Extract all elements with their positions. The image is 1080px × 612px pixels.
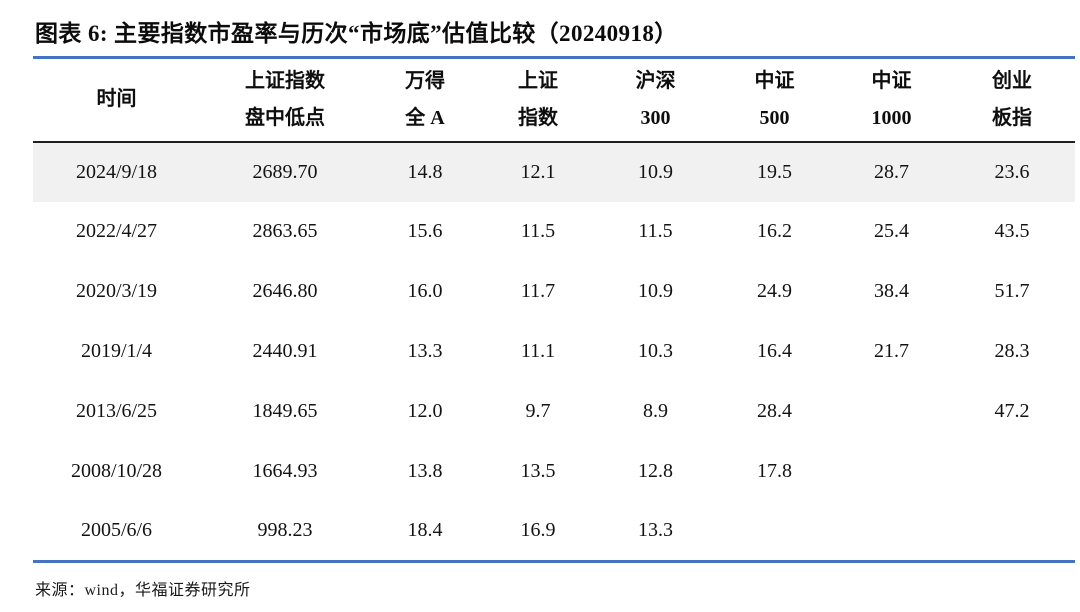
pe-value-cell: 38.4 [874, 280, 909, 302]
pe-value-cell: 28.7 [874, 160, 909, 183]
pe-value-cell: 2440.91 [252, 340, 318, 362]
column-header-line1: 创业 [992, 69, 1032, 92]
pe-value-cell: 11.1 [520, 340, 556, 362]
date-cell: 2005/6/6 [80, 519, 153, 542]
pe-value-cell: 25.4 [874, 220, 909, 242]
pe-value-cell: 24.9 [757, 280, 792, 302]
pe-value-cell: 28.3 [994, 340, 1030, 362]
column-header-0: 时间 [33, 57, 200, 143]
pe-value-cell: 1664.93 [252, 460, 318, 482]
date-cell: 2019/1/4 [80, 340, 153, 362]
column-header-line1: 上证 [518, 69, 558, 92]
pe-value-cell: 2689.70 [252, 160, 318, 183]
column-header-7: 创业 板指 [949, 57, 1075, 143]
column-header-6: 中证 1000 [834, 57, 949, 143]
table-header: 时间 上证指数 盘中低点 万得全 A 上证 指数 沪深 300 中证 500 中证 1000 创业 板指 [33, 57, 1075, 143]
pe-value-cell: 11.5 [638, 220, 673, 242]
column-header-line2: 500 [759, 106, 790, 129]
column-header-5: 中证 500 [715, 57, 834, 143]
column-header-line2: 盘中低点 [245, 106, 325, 129]
column-header-line1: 中证 [871, 69, 912, 92]
column-header-line2: 板指 [992, 106, 1032, 129]
pe-value-cell [834, 382, 949, 442]
column-header-line1: 时间 [96, 88, 137, 111]
table-row: 2005/6/6 998.23 18.4 16.9 13.3 [33, 502, 1075, 562]
table-row: 2019/1/4 2440.91 13.3 11.1 10.3 16.4 21.7 28.3 [33, 322, 1075, 382]
pe-value-cell [834, 442, 949, 502]
source-note: 来源：wind，华福证券研究所 [35, 582, 251, 599]
pe-value-cell: 9.7 [525, 400, 551, 422]
pe-value-cell: 16.0 [407, 280, 443, 302]
pe-value-cell: 13.3 [407, 340, 443, 362]
date-cell: 2013/6/25 [75, 400, 158, 422]
pe-value-cell: 13.8 [407, 460, 443, 482]
pe-value-cell: 13.5 [520, 460, 556, 482]
column-header-2: 万得全 A [370, 57, 480, 143]
pe-value-cell: 12.0 [407, 400, 443, 422]
pe-value-cell: 47.2 [994, 400, 1030, 422]
column-header-line1: 中证 [754, 69, 795, 92]
pe-value-cell: 15.6 [407, 220, 443, 242]
column-header-line2: 全 A [405, 106, 445, 129]
pe-value-cell: 11.5 [520, 220, 556, 242]
figure-title: 图表 6: 主要指数市盈率与历次“市场底”估值比较（20240918） [35, 21, 678, 46]
pe-value-cell: 23.6 [994, 160, 1030, 183]
pe-value-cell: 16.2 [757, 220, 792, 242]
pe-value-cell [715, 502, 834, 562]
pe-value-cell: 10.3 [638, 340, 673, 362]
pe-value-cell: 11.7 [520, 280, 556, 302]
column-header-line1: 上证指数 [245, 69, 325, 92]
table-row: 2013/6/25 1849.65 12.0 9.7 8.9 28.4 47.2 [33, 382, 1075, 442]
table-row: 2020/3/19 2646.80 16.0 11.7 10.9 24.9 38.4 51.7 [33, 262, 1075, 322]
column-header-line2: 1000 [871, 106, 912, 129]
table-row: 2024/9/18 2689.70 14.8 12.1 10.9 19.5 28.7 23.6 [33, 141, 1075, 202]
pe-value-cell: 12.8 [638, 460, 673, 482]
pe-value-cell [834, 502, 949, 562]
pe-value-cell [949, 502, 1075, 562]
column-header-line2: 指数 [518, 106, 558, 129]
column-header-1: 上证指数 盘中低点 [200, 57, 370, 143]
column-header-4: 沪深 300 [596, 57, 715, 143]
pe-comparison-table: 时间 上证指数 盘中低点 万得全 A 上证 指数 沪深 300 中证 500 中证 1000 创业 板指 … [33, 56, 1075, 563]
pe-value-cell: 998.23 [257, 519, 313, 542]
pe-value-cell: 21.7 [874, 340, 909, 362]
table-header-row: 时间 上证指数 盘中低点 万得全 A 上证 指数 沪深 300 中证 500 中证 1000 创业 板指 [33, 57, 1075, 143]
pe-value-cell: 43.5 [994, 220, 1030, 242]
pe-value-cell: 19.5 [757, 160, 792, 183]
pe-value-cell: 10.9 [638, 160, 673, 183]
pe-value-cell: 10.9 [638, 280, 673, 302]
table-row: 2022/4/27 2863.65 15.6 11.5 11.5 16.2 25.4 43.5 [33, 202, 1075, 262]
column-header-line1: 万得 [405, 69, 445, 92]
pe-value-cell: 18.4 [407, 519, 443, 542]
date-cell: 2020/3/19 [75, 280, 158, 302]
column-header-line2: 300 [640, 106, 671, 129]
pe-value-cell: 2863.65 [252, 220, 318, 242]
date-cell: 2008/10/28 [70, 460, 163, 482]
pe-value-cell: 16.9 [520, 519, 556, 542]
pe-value-cell: 14.8 [407, 160, 443, 183]
table-row: 2008/10/28 1664.93 13.8 13.5 12.8 17.8 [33, 442, 1075, 502]
column-header-3: 上证 指数 [480, 57, 596, 143]
date-cell: 2022/4/27 [75, 220, 158, 242]
pe-value-cell: 2646.80 [252, 280, 318, 302]
pe-value-cell: 13.3 [638, 519, 673, 542]
pe-value-cell: 8.9 [643, 400, 668, 422]
pe-value-cell: 17.8 [757, 460, 792, 482]
pe-table-container: 时间 上证指数 盘中低点 万得全 A 上证 指数 沪深 300 中证 500 中证 1000 创业 板指 … [33, 56, 1075, 563]
pe-value-cell: 51.7 [994, 280, 1030, 302]
pe-value-cell [949, 442, 1075, 502]
pe-value-cell: 28.4 [757, 400, 792, 422]
pe-value-cell: 16.4 [757, 340, 792, 362]
pe-value-cell: 12.1 [520, 160, 556, 183]
column-header-line1: 沪深 [635, 69, 676, 92]
date-cell: 2024/9/18 [75, 160, 158, 183]
pe-value-cell: 1849.65 [252, 400, 318, 422]
table-body: 2024/9/18 2689.70 14.8 12.1 10.9 19.5 28.7 23.6… [33, 141, 1075, 562]
